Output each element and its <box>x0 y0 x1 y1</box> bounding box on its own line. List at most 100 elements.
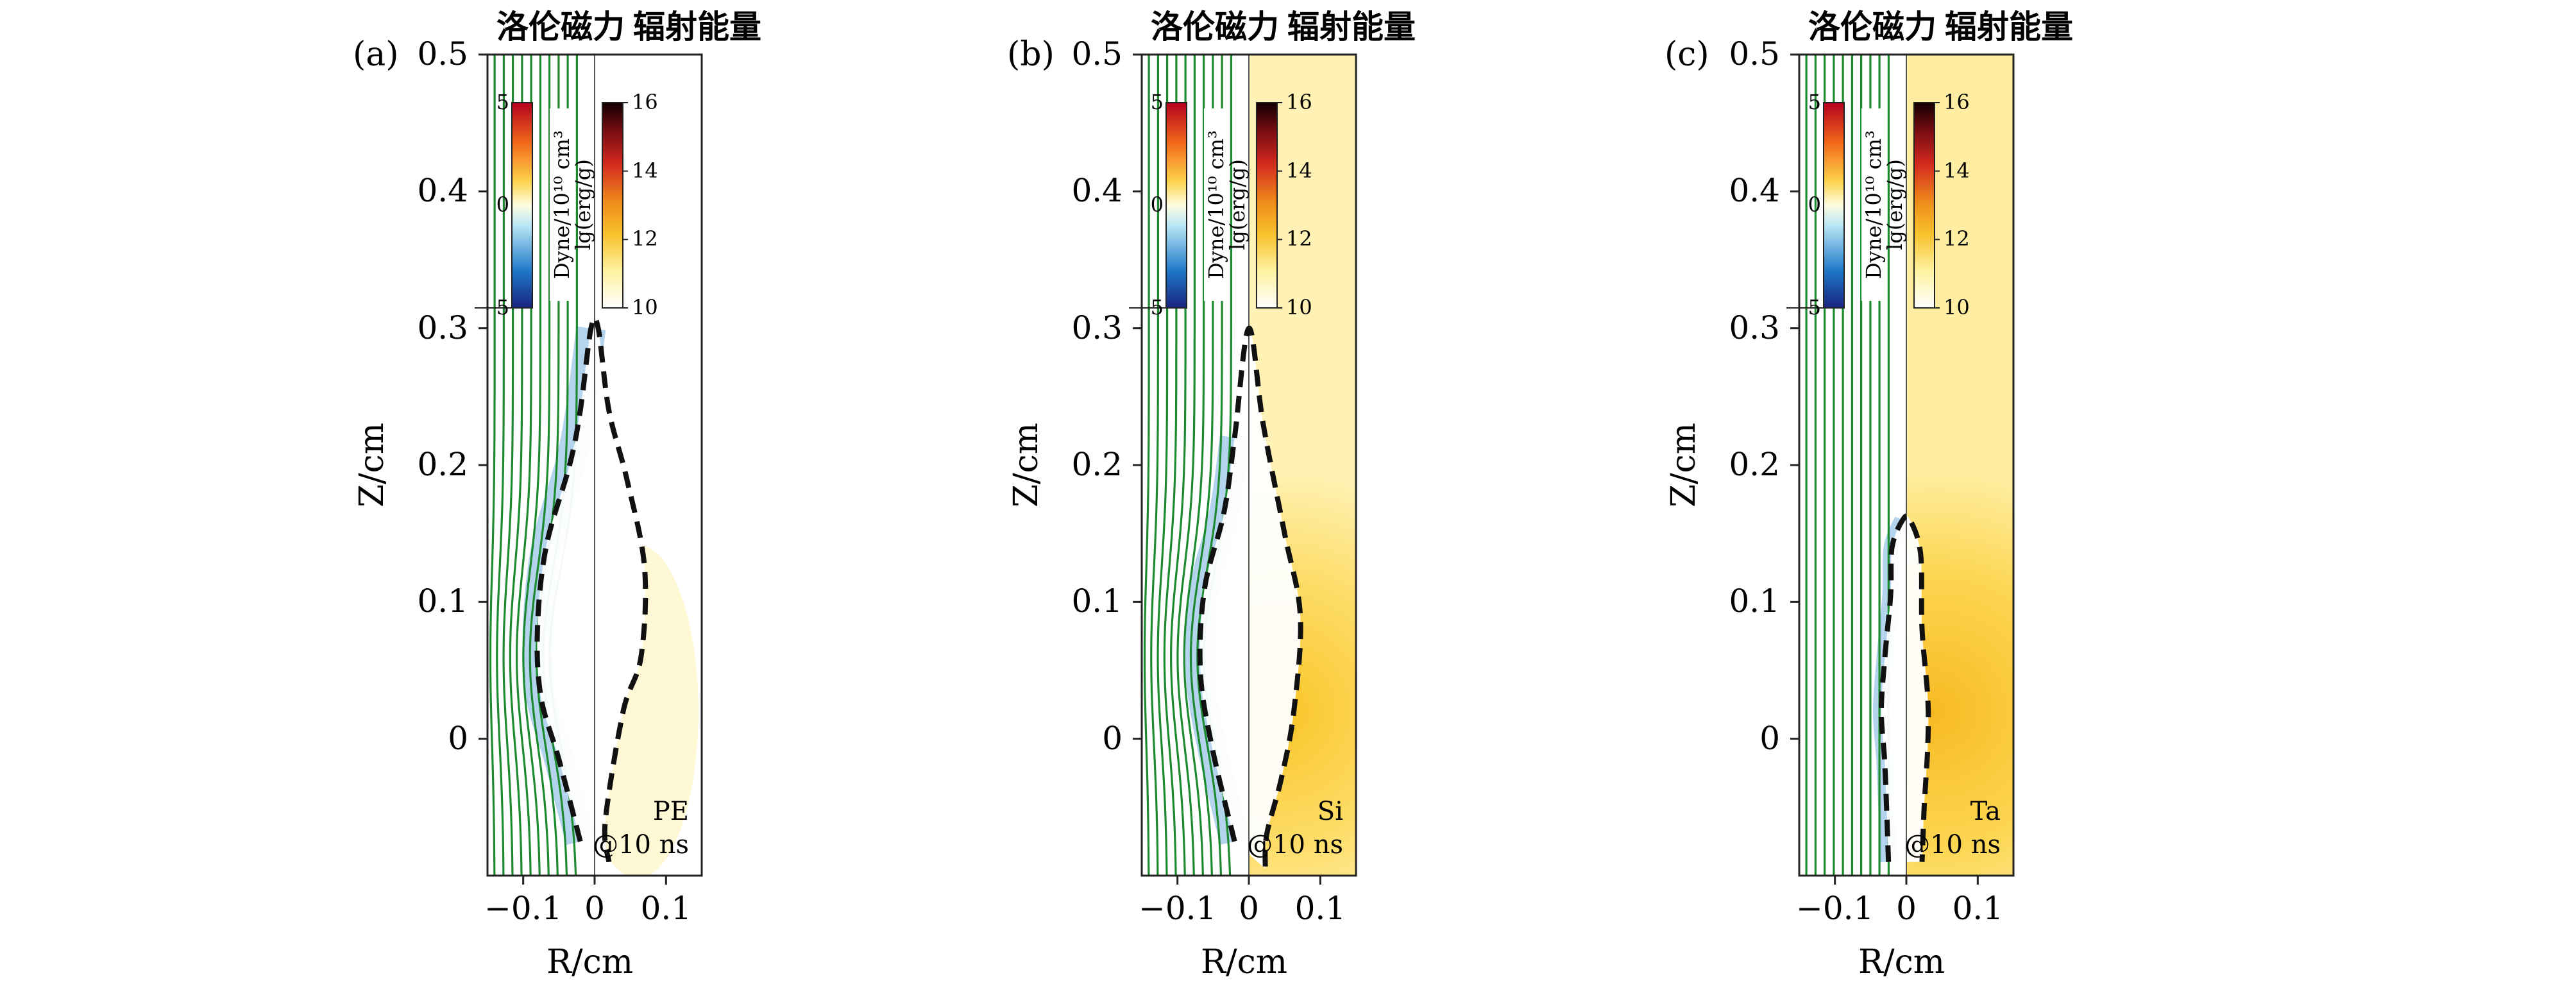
energy-colorbar-tick: 16 <box>1944 90 1970 114</box>
field-line <box>496 55 505 876</box>
lorentz-colorbar-tick: 5 <box>496 295 509 319</box>
panel-label: (b) <box>1007 35 1055 74</box>
x-axis-label: R/cm <box>547 943 634 981</box>
cavity <box>1881 516 1929 862</box>
y-tick-label: 0.3 <box>1729 309 1780 346</box>
plot-svg-2 <box>1786 53 2015 885</box>
energy-colorbar-tick: 16 <box>632 90 658 114</box>
material-label: Si <box>1317 797 1343 826</box>
boundary-contour <box>1197 325 1303 869</box>
y-axis-label: Z/cm <box>353 422 391 508</box>
y-tick-label: 0.2 <box>1071 446 1123 483</box>
left-half-title: 洛伦磁力 <box>496 8 625 46</box>
y-tick-label: 0.4 <box>1729 172 1780 210</box>
y-tick-label: 0.5 <box>1729 35 1780 72</box>
lorentz-colorbar-tick: 5 <box>1150 295 1164 319</box>
material-annotation: Ta @10 ns <box>1866 795 2001 861</box>
y-axis-label: Z/cm <box>1007 422 1046 508</box>
y-tick-label: 0.5 <box>417 35 468 72</box>
y-tick-label: 0.5 <box>1071 35 1123 72</box>
x-tick-label: 0 <box>1896 890 1917 927</box>
y-tick-label: 0.2 <box>417 446 468 483</box>
material-annotation: Si @10 ns <box>1208 795 1343 861</box>
panel-label: (a) <box>353 35 399 74</box>
lorentz-colorbar-tick: 0 <box>1808 192 1821 217</box>
lorentz-colorbar-tick: 5 <box>1808 295 1821 319</box>
energy-colorbar-label: lg(erg/g) <box>1883 159 1907 250</box>
panel-ta: 0 0.1 0.2 0.3 0.4 0.5 −0.1 0 0.1 R/cm Z/cm (c) 洛伦磁力辐… <box>1645 0 2312 993</box>
energy-colorbar-tick: 10 <box>1286 295 1312 319</box>
x-axis-label: R/cm <box>1201 943 1288 981</box>
cavity <box>1199 328 1301 869</box>
plot-svg-0 <box>475 53 703 885</box>
field-line <box>529 55 551 876</box>
y-tick-label: 0.3 <box>1071 309 1123 346</box>
time-label: @10 ns <box>1247 830 1343 860</box>
left-half-title: 洛伦磁力 <box>1151 8 1279 46</box>
energy-colorbar-tick: 14 <box>1286 158 1312 183</box>
lorentz-colorbar-tick: 0 <box>496 192 509 217</box>
energy-colorbar-label: lg(erg/g) <box>1225 159 1250 250</box>
energy-colorbar <box>602 102 623 309</box>
energy-colorbar-tick: 12 <box>1286 226 1312 251</box>
energy-colorbar <box>1913 102 1935 309</box>
panel-pe: 0 0.1 0.2 0.3 0.4 0.5 −0.1 0 0.1 R/cm Z/cm (a) 洛伦磁力辐… <box>334 0 1001 993</box>
y-tick-label: 0 <box>448 719 468 757</box>
material-label: PE <box>652 797 689 826</box>
panel-label: (c) <box>1665 35 1709 74</box>
field-line <box>489 55 496 876</box>
y-tick-label: 0.1 <box>417 582 468 620</box>
x-tick-label: 0 <box>1239 890 1259 927</box>
x-tick-label: 0.1 <box>1294 890 1346 927</box>
lorentz-colorbar <box>511 102 533 309</box>
energy-colorbar-label: lg(erg/g) <box>571 159 595 250</box>
plot-svg-1 <box>1129 53 1357 885</box>
material-label: Ta <box>1970 797 2001 826</box>
right-half-title: 辐射能量 <box>1287 8 1416 46</box>
boundary-contour <box>534 315 648 863</box>
field-line <box>1183 55 1205 876</box>
x-axis-label: R/cm <box>1858 943 1945 981</box>
x-tick-label: −0.1 <box>484 890 563 927</box>
panel-si: 0 0.1 0.2 0.3 0.4 0.5 −0.1 0 0.1 R/cm Z/cm (b) 洛伦磁力辐… <box>988 0 1655 993</box>
field-line <box>522 55 541 876</box>
energy-colorbar-tick: 10 <box>1944 295 1970 319</box>
right-half-title: 辐射能量 <box>1945 8 2073 46</box>
time-label: @10 ns <box>1904 830 2001 860</box>
energy-colorbar-tick: 14 <box>632 158 658 183</box>
x-tick-label: −0.1 <box>1795 890 1874 927</box>
time-label: @10 ns <box>593 830 689 860</box>
lorentz-colorbar-tick: 5 <box>496 90 509 114</box>
material-annotation: PE @10 ns <box>554 795 689 861</box>
x-tick-label: −0.1 <box>1138 890 1217 927</box>
y-tick-label: 0.3 <box>417 309 468 346</box>
energy-colorbar-tick: 12 <box>632 226 658 251</box>
field-line <box>1143 55 1150 876</box>
energy-colorbar-tick: 16 <box>1286 90 1312 114</box>
y-tick-label: 0.1 <box>1729 582 1780 620</box>
field-line <box>1176 55 1196 876</box>
y-tick-label: 0.1 <box>1071 582 1123 620</box>
y-tick-label: 0.2 <box>1729 446 1780 483</box>
left-half-title: 洛伦磁力 <box>1808 8 1936 46</box>
energy-colorbar-tick: 14 <box>1944 158 1970 183</box>
lorentz-colorbar-tick: 0 <box>1150 192 1164 217</box>
y-tick-label: 0 <box>1759 719 1780 757</box>
x-tick-label: 0 <box>584 890 605 927</box>
energy-colorbar-tick: 10 <box>632 295 658 319</box>
lorentz-colorbar-tick: 5 <box>1808 90 1821 114</box>
y-axis-label: Z/cm <box>1665 422 1703 508</box>
lorentz-colorbar <box>1165 102 1187 309</box>
y-tick-label: 0.4 <box>1071 172 1123 210</box>
energy-colorbar-tick: 12 <box>1944 226 1970 251</box>
boundary-contour <box>1878 513 1931 862</box>
right-half-title: 辐射能量 <box>633 8 761 46</box>
lorentz-colorbar-tick: 5 <box>1150 90 1164 114</box>
x-tick-label: 0.1 <box>640 890 692 927</box>
x-tick-label: 0.1 <box>1952 890 2004 927</box>
y-tick-label: 0.4 <box>417 172 468 210</box>
field-line <box>1150 55 1159 876</box>
energy-colorbar <box>1256 102 1278 309</box>
lorentz-colorbar <box>1823 102 1845 309</box>
